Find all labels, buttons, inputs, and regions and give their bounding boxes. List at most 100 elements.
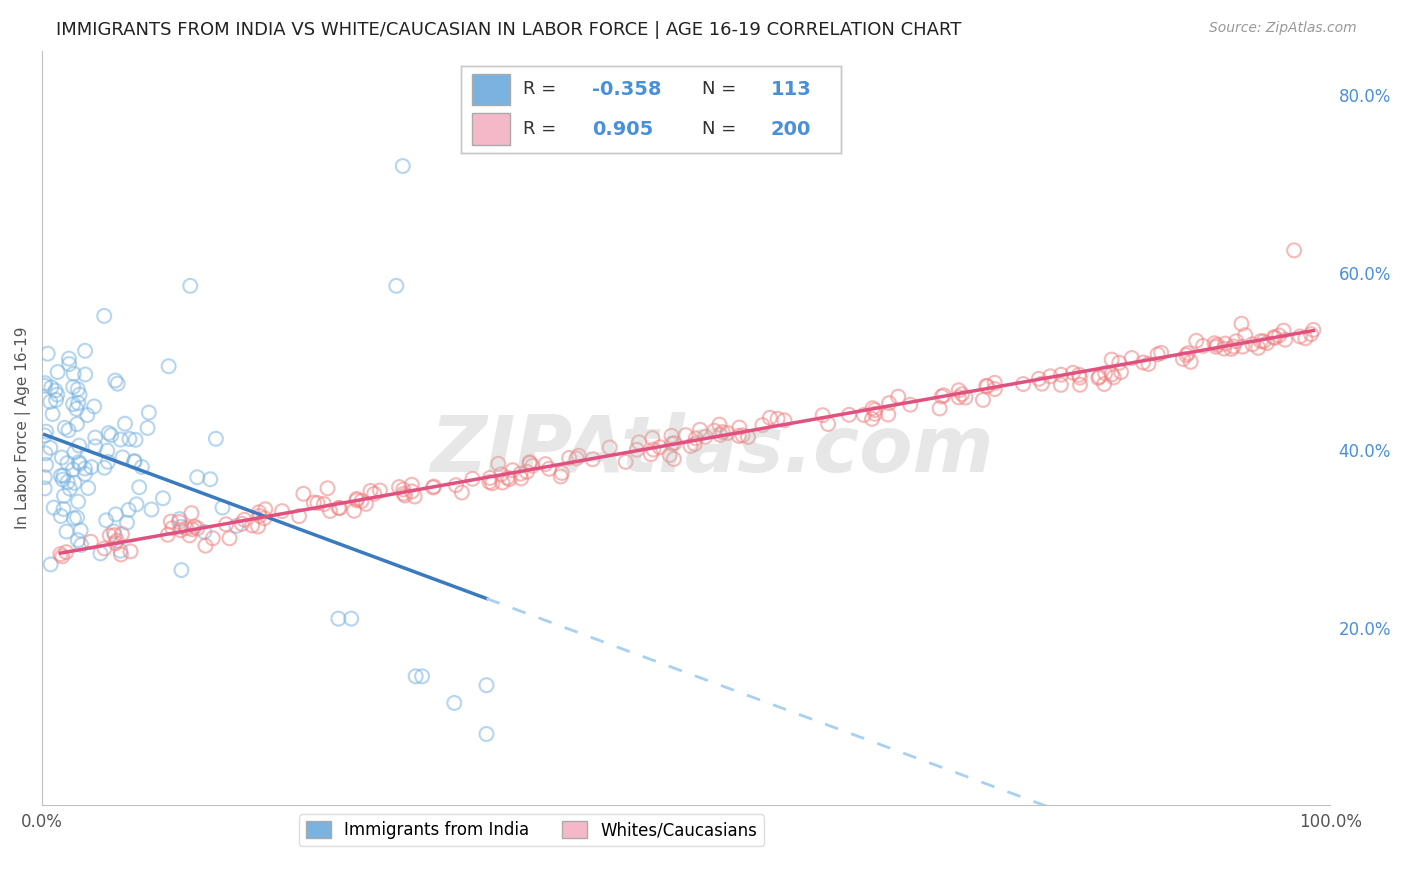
- Point: [385, 278, 408, 293]
- Point: [422, 480, 444, 494]
- Point: [475, 678, 498, 692]
- Point: [49, 508, 72, 523]
- Point: [648, 440, 671, 454]
- Point: [582, 452, 605, 467]
- Point: [773, 413, 796, 427]
- Point: [489, 467, 512, 482]
- Point: [932, 388, 955, 402]
- Point: [118, 432, 141, 446]
- Point: [312, 497, 335, 511]
- Point: [664, 436, 686, 450]
- Point: [58, 357, 80, 371]
- Point: [863, 407, 886, 421]
- Point: [104, 374, 127, 388]
- Point: [62, 367, 84, 381]
- Point: [93, 460, 115, 475]
- Point: [69, 387, 91, 401]
- Point: [443, 696, 465, 710]
- Point: [534, 457, 557, 471]
- Point: [558, 450, 581, 465]
- Point: [156, 528, 179, 542]
- Point: [162, 521, 184, 535]
- Point: [392, 486, 415, 500]
- Point: [37, 346, 59, 360]
- Point: [205, 432, 228, 446]
- Point: [180, 506, 202, 520]
- Point: [509, 467, 531, 481]
- Point: [111, 527, 134, 541]
- Point: [201, 531, 224, 545]
- Point: [689, 423, 711, 437]
- Point: [35, 458, 58, 472]
- Point: [67, 439, 90, 453]
- Point: [34, 482, 56, 496]
- Point: [363, 487, 385, 501]
- Point: [114, 417, 136, 431]
- Point: [159, 515, 181, 529]
- Point: [703, 424, 725, 438]
- Point: [565, 451, 588, 466]
- Point: [461, 472, 484, 486]
- Point: [131, 460, 153, 475]
- Point: [167, 515, 190, 529]
- Point: [46, 365, 69, 379]
- Point: [401, 477, 423, 491]
- Point: [340, 612, 363, 626]
- Point: [63, 445, 86, 459]
- Point: [233, 513, 256, 527]
- Point: [170, 523, 193, 537]
- Point: [401, 484, 423, 499]
- Point: [1222, 339, 1244, 353]
- Point: [107, 376, 129, 391]
- Point: [44, 384, 66, 398]
- Point: [643, 442, 665, 457]
- Point: [984, 382, 1007, 396]
- Point: [976, 379, 998, 393]
- Point: [519, 455, 541, 469]
- Point: [93, 309, 115, 323]
- Point: [271, 504, 294, 518]
- Point: [328, 612, 350, 626]
- Point: [97, 426, 120, 441]
- Point: [343, 504, 366, 518]
- Point: [249, 508, 271, 523]
- Point: [1108, 356, 1130, 370]
- Point: [136, 421, 159, 435]
- Point: [124, 454, 146, 468]
- Point: [1241, 337, 1264, 351]
- Point: [73, 467, 96, 481]
- Point: [169, 512, 191, 526]
- Point: [34, 470, 56, 484]
- Point: [877, 408, 900, 422]
- Point: [1067, 368, 1090, 382]
- Point: [59, 482, 82, 496]
- Point: [1146, 347, 1168, 361]
- Point: [77, 481, 100, 495]
- Point: [627, 435, 650, 450]
- Point: [1180, 355, 1202, 369]
- Point: [1062, 366, 1084, 380]
- Point: [1206, 338, 1229, 352]
- Point: [599, 441, 621, 455]
- Point: [1192, 339, 1215, 353]
- Point: [247, 505, 270, 519]
- Point: [568, 449, 591, 463]
- Point: [661, 437, 683, 451]
- Point: [711, 425, 734, 439]
- Point: [52, 489, 75, 503]
- Point: [640, 447, 662, 461]
- Point: [1253, 334, 1275, 349]
- Point: [66, 510, 89, 524]
- Point: [955, 391, 977, 405]
- Point: [292, 487, 315, 501]
- Point: [1185, 334, 1208, 348]
- Point: [89, 546, 111, 560]
- Point: [181, 522, 204, 536]
- Point: [1264, 331, 1286, 345]
- Point: [1092, 377, 1115, 392]
- Point: [1137, 357, 1160, 371]
- Point: [950, 387, 973, 401]
- Point: [1031, 376, 1053, 391]
- Point: [759, 410, 782, 425]
- Point: [658, 448, 681, 462]
